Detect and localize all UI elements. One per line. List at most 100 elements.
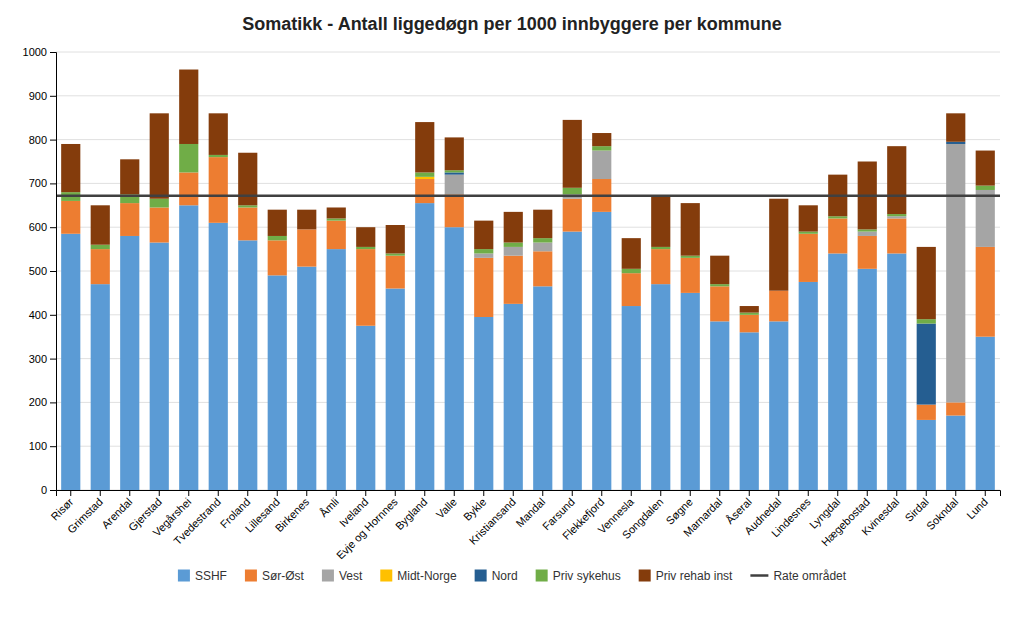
tick-label: 800 — [29, 134, 47, 146]
tick-label: 300 — [29, 353, 47, 365]
grid-line — [56, 52, 1000, 53]
tick-mark — [129, 490, 130, 496]
bar-segment — [917, 405, 936, 420]
bar-series — [445, 144, 995, 402]
tick-mark — [572, 490, 573, 496]
tick-label: Flekkefjord — [560, 496, 607, 543]
bar-segment — [976, 247, 995, 337]
bar-segment — [946, 142, 965, 144]
tick-mark — [483, 490, 484, 496]
bar-segment — [474, 249, 493, 253]
bar-segment — [120, 236, 139, 490]
tick-label: Bykle — [461, 496, 489, 524]
bar-segment — [887, 216, 906, 218]
bar-segment — [592, 146, 611, 150]
tick-label: Songdalen — [620, 496, 666, 542]
bar-segment — [946, 416, 965, 490]
bar-segment — [592, 212, 611, 490]
bar-segment — [91, 245, 110, 249]
tick-mark — [306, 490, 307, 496]
bar-segment — [710, 284, 729, 286]
bar-segment — [61, 201, 80, 234]
bar-segment — [622, 238, 641, 269]
tick: Risør — [48, 490, 75, 523]
bar-segment — [710, 256, 729, 284]
legend-swatch — [245, 570, 257, 582]
bars — [56, 70, 1000, 490]
bar-segment — [799, 282, 818, 490]
bar-segment — [828, 216, 847, 218]
bar-segment — [179, 144, 198, 172]
tick: 300 — [29, 353, 56, 365]
tick-mark — [719, 490, 720, 496]
title: Somatikk - Antall liggedøgn per 1000 inn… — [242, 14, 781, 34]
bar-segment — [386, 225, 405, 253]
bar-series — [61, 203, 995, 490]
bar-segment — [356, 227, 375, 247]
legend: SSHFSør-ØstVestMidt-NorgeNordPriv sykehu… — [178, 569, 847, 583]
tick-label: Tvedestrand — [171, 496, 223, 548]
bar-segment — [268, 275, 287, 490]
plot: 01002003004005006007008009001000RisørGri… — [23, 46, 1001, 561]
bar-segment — [415, 179, 434, 203]
legend-label: Priv rehab inst — [656, 569, 733, 583]
tick-mark — [837, 490, 838, 496]
bar-segment — [386, 256, 405, 289]
bar-segment — [976, 190, 995, 247]
bar-segment — [946, 144, 965, 402]
bar-segment — [622, 273, 641, 306]
bar-segment — [504, 247, 523, 256]
bar-segment — [651, 247, 670, 249]
bar-segment — [415, 172, 434, 176]
tick-label: Hægebostad — [819, 496, 872, 549]
axis-line — [50, 53, 57, 491]
y-axis: 01002003004005006007008009001000 — [23, 46, 57, 496]
bar-segment — [858, 236, 877, 269]
bar-segment — [297, 267, 316, 490]
legend-item: Rate området — [750, 569, 846, 583]
tick-mark — [50, 446, 56, 447]
tick-label: Kristiansand — [467, 496, 518, 547]
bar-segment — [858, 232, 877, 236]
bar-segment — [504, 212, 523, 243]
bar-segment — [120, 159, 139, 194]
bar-segment — [504, 256, 523, 304]
legend-item: Vest — [322, 569, 363, 583]
bar-segment — [91, 205, 110, 244]
tick-mark — [50, 402, 56, 403]
tick: Sirdal — [903, 490, 931, 524]
bar-series — [61, 70, 995, 320]
chart: 01002003004005006007008009001000RisørGri… — [0, 0, 1024, 625]
grid — [56, 52, 1000, 490]
legend-item: SSHF — [178, 569, 227, 583]
tick-mark — [277, 490, 278, 496]
tick-mark — [50, 183, 56, 184]
bar-segment — [209, 223, 228, 490]
bar-segment — [917, 324, 936, 405]
bar-segment — [887, 214, 906, 216]
bar-segment — [563, 188, 582, 195]
legend-label: Nord — [492, 569, 518, 583]
tick-mark — [808, 490, 809, 496]
legend-swatch — [322, 570, 334, 582]
bar-segment — [828, 253, 847, 490]
bar-segment — [681, 203, 700, 256]
bar-segment — [533, 251, 552, 286]
bar-segment — [445, 227, 464, 490]
bar-segment — [327, 207, 346, 218]
bar-segment — [209, 113, 228, 155]
bar-segment — [681, 256, 700, 258]
tick-label: 700 — [29, 177, 47, 189]
tick: Flekkefjord — [560, 490, 607, 542]
bar-segment — [238, 240, 257, 490]
x-axis: RisørGrimstadArendalGjerstadVegårsheiTve… — [48, 490, 1000, 562]
tick-label: Evje og Hornnes — [334, 495, 400, 561]
tick-mark — [50, 52, 56, 53]
legend-label: Rate området — [773, 569, 846, 583]
tick-mark — [690, 490, 691, 496]
legend-swatch — [380, 570, 392, 582]
legend-label: Priv sykehus — [553, 569, 621, 583]
bar-segment — [710, 321, 729, 490]
bar-segment — [120, 203, 139, 236]
bar-segment — [356, 326, 375, 490]
